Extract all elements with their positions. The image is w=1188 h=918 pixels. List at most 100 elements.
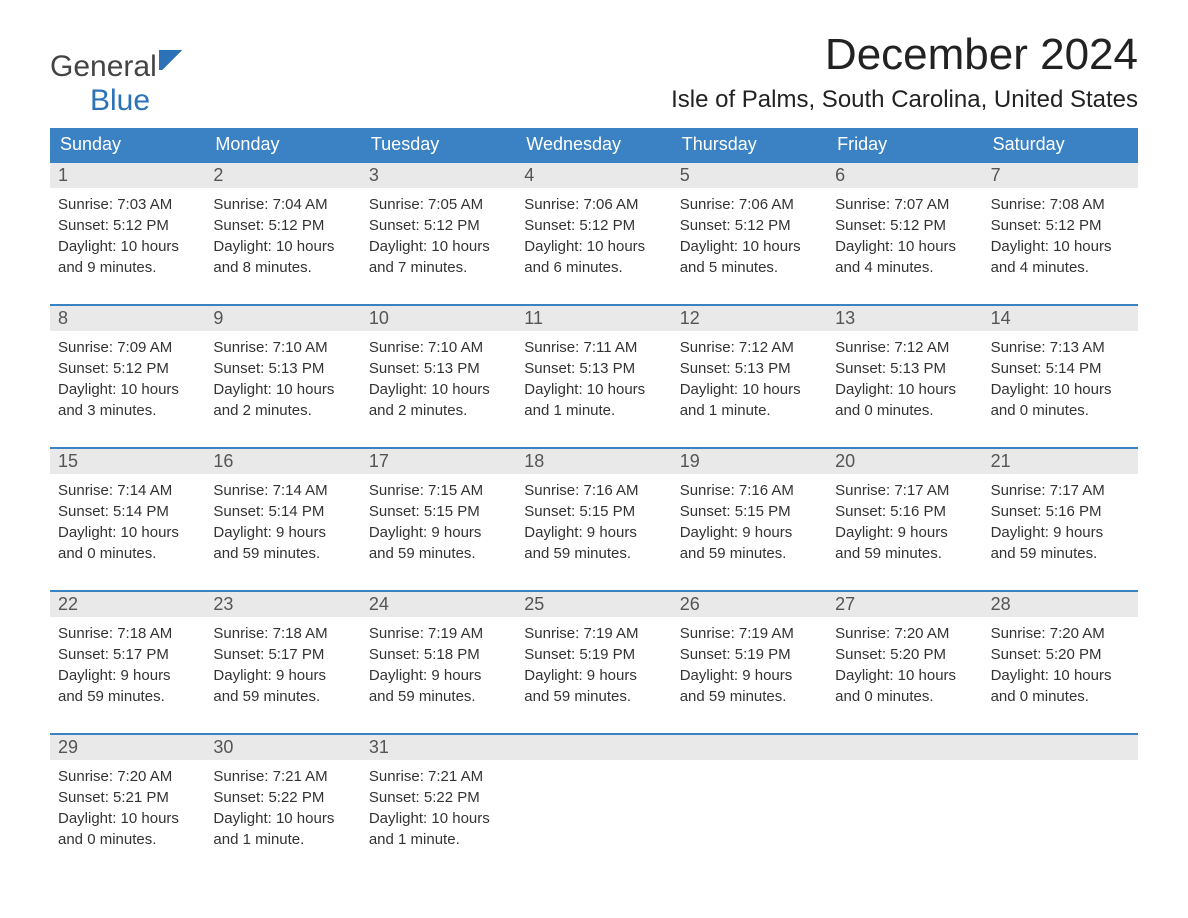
day-details: Sunrise: 7:06 AMSunset: 5:12 PMDaylight:…	[516, 188, 671, 286]
week-row: 22Sunrise: 7:18 AMSunset: 5:17 PMDayligh…	[50, 590, 1138, 715]
day-details: Sunrise: 7:10 AMSunset: 5:13 PMDaylight:…	[361, 331, 516, 429]
day-details: Sunrise: 7:18 AMSunset: 5:17 PMDaylight:…	[205, 617, 360, 715]
weekday-header-cell: Wednesday	[516, 128, 671, 161]
daylight1-line: Daylight: 10 hours	[213, 236, 352, 257]
day-cell: 25Sunrise: 7:19 AMSunset: 5:19 PMDayligh…	[516, 592, 671, 715]
day-cell: 9Sunrise: 7:10 AMSunset: 5:13 PMDaylight…	[205, 306, 360, 429]
daylight2-line: and 59 minutes.	[680, 543, 819, 564]
sunset-line: Sunset: 5:13 PM	[680, 358, 819, 379]
day-details: Sunrise: 7:08 AMSunset: 5:12 PMDaylight:…	[983, 188, 1138, 286]
daylight2-line: and 7 minutes.	[369, 257, 508, 278]
sunset-line: Sunset: 5:12 PM	[213, 215, 352, 236]
day-cell: 4Sunrise: 7:06 AMSunset: 5:12 PMDaylight…	[516, 163, 671, 286]
day-details: Sunrise: 7:20 AMSunset: 5:20 PMDaylight:…	[983, 617, 1138, 715]
daylight1-line: Daylight: 9 hours	[680, 522, 819, 543]
day-number: 11	[516, 306, 671, 331]
day-cell	[516, 735, 671, 858]
sunset-line: Sunset: 5:15 PM	[369, 501, 508, 522]
sunrise-line: Sunrise: 7:12 AM	[680, 337, 819, 358]
day-number: 4	[516, 163, 671, 188]
weekday-header-cell: Friday	[827, 128, 982, 161]
day-details: Sunrise: 7:16 AMSunset: 5:15 PMDaylight:…	[516, 474, 671, 572]
sunset-line: Sunset: 5:14 PM	[213, 501, 352, 522]
day-number: 24	[361, 592, 516, 617]
sunset-line: Sunset: 5:16 PM	[991, 501, 1130, 522]
daylight1-line: Daylight: 9 hours	[213, 665, 352, 686]
sunset-line: Sunset: 5:12 PM	[524, 215, 663, 236]
day-cell: 18Sunrise: 7:16 AMSunset: 5:15 PMDayligh…	[516, 449, 671, 572]
day-number: 20	[827, 449, 982, 474]
day-cell: 17 Sunrise: 7:15 AMSunset: 5:15 PMDayligh…	[361, 449, 516, 572]
logo-general: General	[50, 50, 157, 83]
flag-icon	[159, 50, 185, 70]
sunrise-line: Sunrise: 7:06 AM	[680, 194, 819, 215]
daylight2-line: and 2 minutes.	[369, 400, 508, 421]
daylight1-line: Daylight: 10 hours	[213, 379, 352, 400]
sunrise-line: Sunrise: 7:06 AM	[524, 194, 663, 215]
daylight1-line: Daylight: 9 hours	[680, 665, 819, 686]
week-row: 1Sunrise: 7:03 AMSunset: 5:12 PMDaylight…	[50, 161, 1138, 286]
day-cell: 10Sunrise: 7:10 AMSunset: 5:13 PMDayligh…	[361, 306, 516, 429]
weekday-header-cell: Monday	[205, 128, 360, 161]
day-details: Sunrise: 7:06 AMSunset: 5:12 PMDaylight:…	[672, 188, 827, 286]
daylight1-line: Daylight: 10 hours	[680, 379, 819, 400]
day-cell: 29Sunrise: 7:20 AMSunset: 5:21 PMDayligh…	[50, 735, 205, 858]
sunset-line: Sunset: 5:13 PM	[213, 358, 352, 379]
sunset-line: Sunset: 5:12 PM	[680, 215, 819, 236]
day-number: 5	[672, 163, 827, 188]
daylight2-line: and 59 minutes.	[213, 686, 352, 707]
daylight2-line: and 59 minutes.	[213, 543, 352, 564]
sunrise-line: Sunrise: 7:20 AM	[835, 623, 974, 644]
daylight1-line: Daylight: 9 hours	[991, 522, 1130, 543]
daylight2-line: and 0 minutes.	[835, 400, 974, 421]
day-details: Sunrise: 7:17 AMSunset: 5:16 PMDaylight:…	[827, 474, 982, 572]
weekday-header-cell: Sunday	[50, 128, 205, 161]
daylight1-line: Daylight: 9 hours	[524, 665, 663, 686]
day-cell: 20Sunrise: 7:17 AMSunset: 5:16 PMDayligh…	[827, 449, 982, 572]
day-number-empty	[516, 735, 671, 760]
day-details: Sunrise: 7:14 AMSunset: 5:14 PMDaylight:…	[50, 474, 205, 572]
daylight1-line: Daylight: 10 hours	[991, 379, 1130, 400]
sunset-line: Sunset: 5:22 PM	[213, 787, 352, 808]
day-number: 29	[50, 735, 205, 760]
daylight2-line: and 59 minutes.	[524, 543, 663, 564]
sunset-line: Sunset: 5:20 PM	[835, 644, 974, 665]
day-cell: 27Sunrise: 7:20 AMSunset: 5:20 PMDayligh…	[827, 592, 982, 715]
daylight2-line: and 3 minutes.	[58, 400, 197, 421]
sunrise-line: Sunrise: 7:19 AM	[680, 623, 819, 644]
daylight2-line: and 59 minutes.	[991, 543, 1130, 564]
day-cell: 1Sunrise: 7:03 AMSunset: 5:12 PMDaylight…	[50, 163, 205, 286]
daylight1-line: Daylight: 10 hours	[369, 236, 508, 257]
sunrise-line: Sunrise: 7:16 AM	[524, 480, 663, 501]
sunrise-line: Sunrise: 7:19 AM	[369, 623, 508, 644]
sunset-line: Sunset: 5:19 PM	[680, 644, 819, 665]
week-row: 15Sunrise: 7:14 AMSunset: 5:14 PMDayligh…	[50, 447, 1138, 572]
daylight1-line: Daylight: 10 hours	[58, 236, 197, 257]
sunrise-line: Sunrise: 7:15 AM	[369, 480, 508, 501]
daylight2-line: and 0 minutes.	[835, 686, 974, 707]
day-number: 26	[672, 592, 827, 617]
sunset-line: Sunset: 5:15 PM	[680, 501, 819, 522]
sunrise-line: Sunrise: 7:04 AM	[213, 194, 352, 215]
sunset-line: Sunset: 5:15 PM	[524, 501, 663, 522]
daylight2-line: and 59 minutes.	[680, 686, 819, 707]
daylight2-line: and 0 minutes.	[58, 543, 197, 564]
sunset-line: Sunset: 5:12 PM	[369, 215, 508, 236]
day-details: Sunrise: 7:03 AMSunset: 5:12 PMDaylight:…	[50, 188, 205, 286]
daylight1-line: Daylight: 10 hours	[991, 665, 1130, 686]
daylight1-line: Daylight: 9 hours	[369, 522, 508, 543]
daylight1-line: Daylight: 10 hours	[680, 236, 819, 257]
sunset-line: Sunset: 5:17 PM	[213, 644, 352, 665]
day-cell: 6Sunrise: 7:07 AMSunset: 5:12 PMDaylight…	[827, 163, 982, 286]
day-cell: 13Sunrise: 7:12 AMSunset: 5:13 PMDayligh…	[827, 306, 982, 429]
day-cell: 5Sunrise: 7:06 AMSunset: 5:12 PMDaylight…	[672, 163, 827, 286]
day-details: Sunrise: 7:13 AMSunset: 5:14 PMDaylight:…	[983, 331, 1138, 429]
sunrise-line: Sunrise: 7:17 AM	[991, 480, 1130, 501]
day-cell	[827, 735, 982, 858]
day-cell: 16Sunrise: 7:14 AMSunset: 5:14 PMDayligh…	[205, 449, 360, 572]
daylight1-line: Daylight: 10 hours	[835, 236, 974, 257]
day-number: 17	[361, 449, 516, 474]
sunrise-line: Sunrise: 7:20 AM	[58, 766, 197, 787]
logo: General Blue	[50, 30, 185, 118]
daylight1-line: Daylight: 9 hours	[369, 665, 508, 686]
